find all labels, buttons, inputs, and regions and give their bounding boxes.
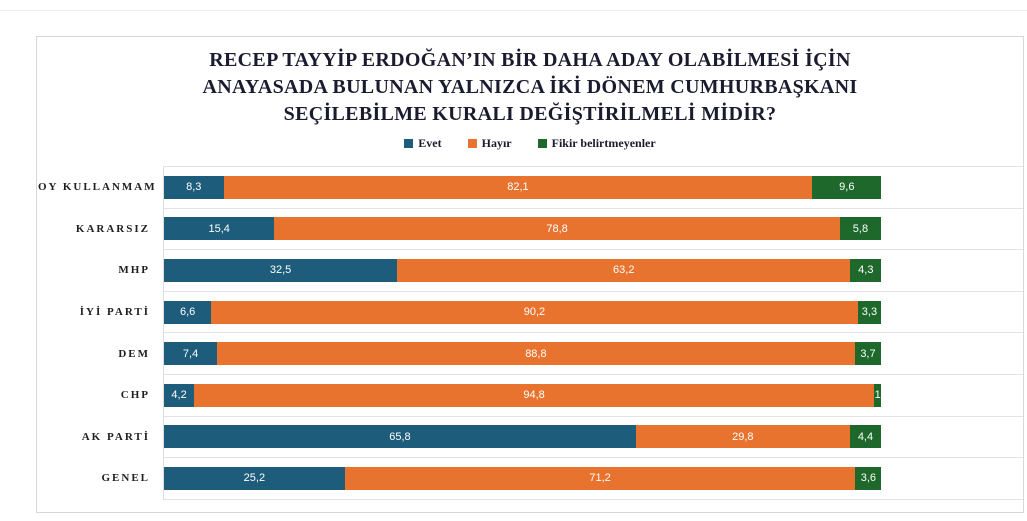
bar-value-label: 8,3 — [186, 181, 202, 194]
bar-value-label: 82,1 — [507, 181, 529, 194]
category-label: DEM — [118, 347, 150, 360]
bar-segment-hayir: 29,8 — [635, 425, 850, 449]
chart-row: İYİ PARTİ 6,6 90,2 3,3 — [80, 292, 1023, 334]
legend-marker-fikir-belirtmeyenler-icon — [537, 139, 547, 148]
category-label: MHP — [118, 264, 150, 277]
bar-segment-evet: 7,4 — [164, 342, 218, 366]
bar-segment-hayir: 63,2 — [397, 258, 851, 282]
chart-row: MHP 32,5 63,2 4,3 — [118, 250, 1023, 292]
bar-value-label: 32,5 — [269, 264, 292, 277]
chart-row: CHP 4,2 94,8 1 — [121, 375, 1023, 417]
chart-panel: RECEP TAYYİP ERDOĞAN’IN BİR DAHA ADAY OL… — [36, 36, 1024, 513]
bar-value-label: 1 — [874, 389, 881, 402]
category-label: OY KULLANMAM — [38, 181, 157, 194]
bar-segment-evet: 8,3 — [164, 175, 224, 199]
chart-title-line-3: SEÇİLEBİLME KURALI DEĞİŞTİRİLMELİ MİDİR? — [283, 103, 777, 125]
category-label: İYİ PARTİ — [79, 306, 150, 319]
bar-stack: 25,2 71,2 3,6 — [164, 466, 882, 490]
bar-segment-fikir-belirtmeyenler: 3,7 — [854, 342, 882, 366]
bar-value-label: 5,8 — [852, 222, 869, 235]
bar-stack: 6,6 90,2 3,3 — [164, 300, 882, 324]
bar-value-label: 90,2 — [523, 306, 546, 319]
bar-value-label: 3,3 — [861, 306, 878, 319]
category-label: KARARSIZ — [75, 222, 150, 235]
plot-rows: OY KULLANMAM 8,3 82,1 9,6 KARARSIZ 15,4 78,8 5,… — [38, 167, 1023, 500]
category-label: CHP — [120, 389, 150, 402]
legend-item-evet: Evet — [404, 136, 442, 151]
legend-label-evet: Evet — [418, 136, 442, 150]
bar-value-label: 15,4 — [208, 222, 230, 235]
bar-value-label: 65,8 — [389, 430, 411, 443]
bar-value-label: 9,6 — [839, 181, 855, 194]
bar-segment-evet: 4,2 — [164, 383, 195, 407]
plot-area: OY KULLANMAM 8,3 82,1 9,6 KARARSIZ 15,4 78,8 5,… — [38, 166, 1023, 500]
bar-value-label: 3,6 — [860, 472, 876, 485]
chart-row: GENEL 25,2 71,2 3,6 — [101, 458, 1023, 500]
bar-stack: 4,2 94,8 1 — [164, 383, 882, 407]
bar-segment-hayir: 82,1 — [223, 175, 813, 199]
bar-segment-hayir: 78,8 — [274, 217, 840, 241]
legend-marker-hayir-icon — [467, 139, 477, 148]
bar-value-label: 4,3 — [858, 264, 874, 277]
chart-row: AK PARTİ 65,8 29,8 4,4 — [82, 417, 1023, 459]
bar-stack: 15,4 78,8 5,8 — [164, 217, 882, 241]
legend-marker-evet-icon — [404, 139, 414, 148]
bar-stack: 8,3 82,1 9,6 — [164, 175, 882, 199]
chart-row: DEM 7,4 88,8 3,7 — [118, 333, 1023, 375]
bar-value-label: 25,2 — [243, 472, 266, 485]
bar-segment-hayir: 90,2 — [211, 300, 858, 324]
bar-value-label: 29,8 — [732, 430, 754, 443]
bar-value-label: 3,7 — [860, 347, 876, 360]
bar-segment-fikir-belirtmeyenler: 3,6 — [855, 466, 882, 490]
legend-label-hayir: Hayır — [481, 136, 512, 150]
bar-segment-fikir-belirtmeyenler: 4,3 — [850, 258, 882, 282]
top-divider-line — [0, 10, 1027, 11]
bar-segment-hayir: 71,2 — [344, 466, 856, 490]
chart-title: RECEP TAYYİP ERDOĞAN’IN BİR DAHA ADAY OL… — [37, 47, 1023, 128]
bar-stack: 7,4 88,8 3,7 — [164, 342, 882, 366]
bar-segment-fikir-belirtmeyenler: 4,4 — [849, 425, 882, 449]
bar-segment-evet: 6,6 — [164, 300, 212, 324]
bar-segment-fikir-belirtmeyenler: 5,8 — [839, 217, 882, 241]
bar-segment-hayir: 88,8 — [217, 342, 855, 366]
chart-legend: Evet Hayır Fikir belirtmeyenler — [37, 136, 1023, 151]
bar-value-label: 4,4 — [857, 430, 874, 443]
category-label: GENEL — [101, 472, 150, 485]
bar-value-label: 6,6 — [180, 306, 196, 319]
chart-row: OY KULLANMAM 8,3 82,1 9,6 — [38, 167, 1023, 209]
legend-item-hayir: Hayır — [467, 136, 512, 151]
bar-segment-fikir-belirtmeyenler: 9,6 — [812, 175, 882, 199]
bar-stack: 65,8 29,8 4,4 — [164, 425, 882, 449]
bar-segment-evet: 32,5 — [164, 258, 398, 282]
bar-value-label: 88,8 — [525, 347, 547, 360]
bar-segment-evet: 65,8 — [164, 425, 636, 449]
bar-value-label: 78,8 — [546, 222, 568, 235]
chart-title-line-2: ANAYASADA BULUNAN YALNIZCA İKİ DÖNEM CUM… — [202, 76, 858, 98]
legend-item-fikir-belirtmeyenler: Fikir belirtmeyenler — [537, 136, 656, 151]
bar-segment-evet: 15,4 — [164, 217, 275, 241]
bar-value-label: 94,8 — [523, 389, 545, 402]
bar-value-label: 63,2 — [613, 264, 635, 277]
chart-row: KARARSIZ 15,4 78,8 5,8 — [76, 209, 1023, 251]
bar-segment-fikir-belirtmeyenler: 1 — [874, 383, 882, 407]
chart-title-line-1: RECEP TAYYİP ERDOĞAN’IN BİR DAHA ADAY OL… — [209, 49, 851, 71]
bar-value-label: 71,2 — [589, 472, 611, 485]
bar-value-label: 4,2 — [171, 389, 187, 402]
bar-value-label: 7,4 — [182, 347, 199, 360]
category-label: AK PARTİ — [81, 430, 150, 443]
bar-segment-fikir-belirtmeyenler: 3,3 — [857, 300, 882, 324]
bar-stack: 32,5 63,2 4,3 — [164, 258, 882, 282]
bar-segment-hayir: 94,8 — [194, 383, 875, 407]
legend-label-fikir-belirtmeyenler: Fikir belirtmeyenler — [551, 136, 656, 150]
bar-segment-evet: 25,2 — [164, 466, 345, 490]
